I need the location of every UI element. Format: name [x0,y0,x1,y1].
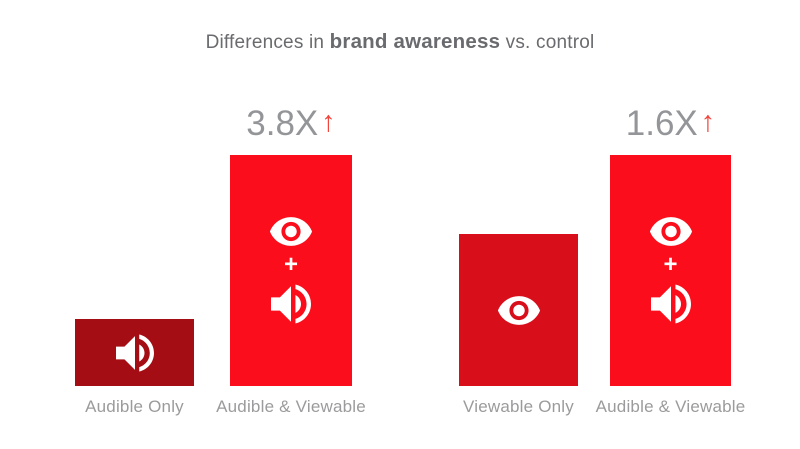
speaker-icon [650,284,691,324]
bar-label-audible-only: Audible Only [85,397,184,416]
page-title: Differences in brand awareness vs. contr… [0,30,800,54]
bar-viewable-only [459,234,578,386]
title-highlight: brand awareness [329,30,501,53]
bar-audible-viewable-2: + [610,155,731,386]
bar-column-audible-only [75,319,194,386]
multiplier-value: 1.6X [625,103,698,143]
speaker-icon [115,333,154,372]
bar-label-audible-viewable-1: Audible & Viewable [216,397,366,416]
eye-icon [269,217,313,247]
bar-audible-viewable-1: + [230,155,352,386]
bar-label-viewable-only: Viewable Only [463,397,574,416]
speaker-icon [271,284,311,324]
bar-column-audible-viewable-2: 1.6X ↑ + [610,104,731,386]
multiplier-1-6x: 1.6X ↑ [626,104,716,144]
title-prefix: Differences in [205,32,330,53]
eye-icon [497,295,540,325]
plus-icon: + [663,251,678,279]
title-suffix: vs. control [500,32,595,53]
plus-icon: + [283,251,298,279]
bar-label-audible-viewable-2: Audible & Viewable [595,397,746,416]
eye-icon [649,217,692,247]
up-arrow-icon: ↑ [700,105,716,138]
up-arrow-icon: ↑ [321,105,336,138]
bar-column-viewable-only [459,234,578,386]
bar-audible-only [75,319,194,386]
multiplier-3-8x: 3.8X ↑ [246,104,336,144]
multiplier-value: 3.8X [246,103,319,143]
bar-column-audible-viewable-1: 3.8X ↑ + [230,104,352,386]
